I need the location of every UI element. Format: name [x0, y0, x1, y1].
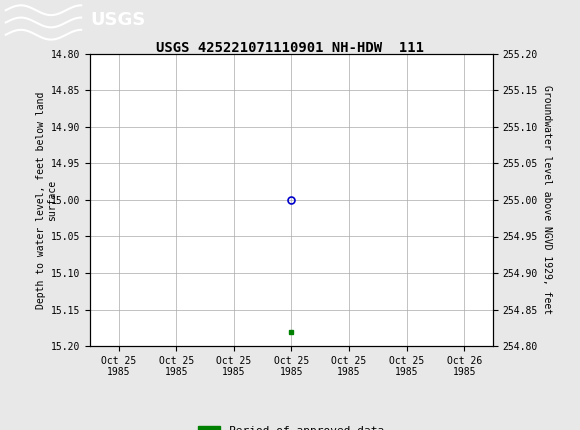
Y-axis label: Groundwater level above NGVD 1929, feet: Groundwater level above NGVD 1929, feet: [542, 86, 552, 314]
Text: USGS 425221071110901 NH-HDW  111: USGS 425221071110901 NH-HDW 111: [156, 41, 424, 55]
Text: USGS: USGS: [90, 12, 145, 29]
Legend: Period of approved data: Period of approved data: [194, 421, 389, 430]
Y-axis label: Depth to water level, feet below land
surface: Depth to water level, feet below land su…: [36, 91, 57, 309]
